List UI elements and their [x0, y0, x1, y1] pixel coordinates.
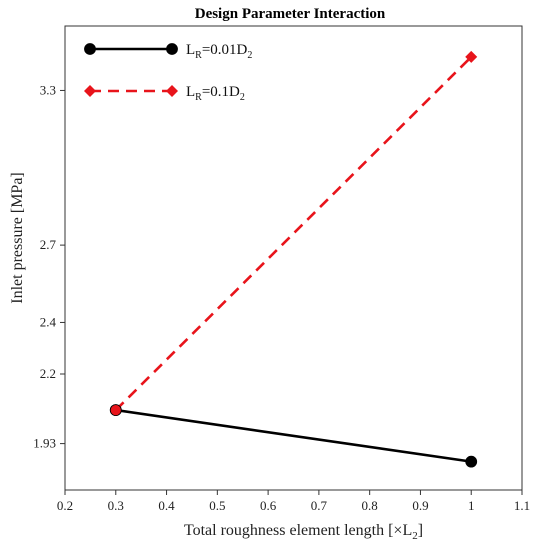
- x-tick-label: 0.8: [362, 498, 378, 513]
- legend-marker: [166, 85, 178, 97]
- y-tick-label: 2.7: [40, 237, 57, 252]
- x-tick-label: 0.5: [209, 498, 225, 513]
- legend-marker: [166, 43, 178, 55]
- chart-title: Design Parameter Interaction: [195, 6, 386, 22]
- y-axis-ticks: 1.93 2.2 2.4 2.7 3.3: [33, 82, 65, 451]
- legend-label-sub: 2: [240, 92, 245, 103]
- x-axis-label-sub: 2: [412, 530, 418, 542]
- legend-label-1: LR=0.01D2: [186, 42, 252, 61]
- x-axis-ticks: 0.2 0.3 0.4 0.5 0.6 0.7 0.8 0.9 1 1.1: [57, 490, 530, 513]
- legend-label-part: =0.01D: [202, 42, 248, 58]
- y-tick-label: 2.2: [40, 366, 56, 381]
- y-tick-label: 1.93: [33, 436, 56, 451]
- series-2-point: [465, 50, 478, 63]
- legend-label-part: L: [186, 84, 195, 100]
- legend-marker: [84, 43, 96, 55]
- legend-label-part: =0.1D: [202, 84, 240, 100]
- y-tick-label: 2.4: [40, 314, 57, 329]
- y-axis-label: Inlet pressure [MPa]: [9, 172, 26, 304]
- x-tick-label: 0.7: [311, 498, 328, 513]
- series-line-2: [114, 56, 473, 412]
- x-tick-label: 0.4: [158, 498, 175, 513]
- legend-label-part: L: [186, 42, 195, 58]
- legend-label-sub: R: [195, 50, 202, 61]
- legend-marker: [84, 85, 96, 97]
- plot-frame: [64, 25, 523, 491]
- series-layer: [109, 50, 478, 468]
- y-tick-label: 3.3: [40, 82, 56, 97]
- x-tick-label: 1.1: [514, 498, 530, 513]
- series-1-point: [465, 455, 478, 468]
- x-tick-label: 0.3: [108, 498, 124, 513]
- x-axis-label-main: Total roughness element length [×L: [184, 522, 412, 539]
- series-line-1: [115, 408, 472, 463]
- x-axis-label: Total roughness element length [×L2]: [184, 522, 423, 542]
- legend-label-2: LR=0.1D2: [186, 84, 245, 103]
- x-tick-label: 0.6: [260, 498, 277, 513]
- x-tick-label: 1: [468, 498, 475, 513]
- legend-label-sub: R: [195, 92, 202, 103]
- series-2-point: [109, 404, 122, 416]
- legend-label-sub: 2: [247, 50, 252, 61]
- x-axis-label-tail: ]: [418, 522, 423, 539]
- x-tick-label: 0.9: [412, 498, 428, 513]
- x-tick-label: 0.2: [57, 498, 73, 513]
